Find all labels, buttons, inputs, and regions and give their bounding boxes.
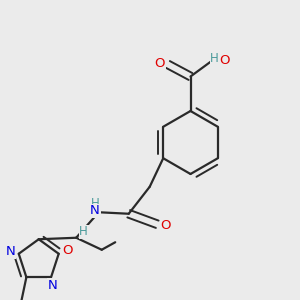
Text: O: O <box>160 219 171 232</box>
Text: N: N <box>90 204 100 217</box>
Text: O: O <box>219 54 230 68</box>
Text: H: H <box>79 225 88 238</box>
Text: N: N <box>5 245 15 258</box>
Text: H: H <box>210 52 219 65</box>
Text: N: N <box>48 279 57 292</box>
Text: O: O <box>154 57 165 70</box>
Text: H: H <box>91 197 100 210</box>
Text: O: O <box>62 244 72 257</box>
